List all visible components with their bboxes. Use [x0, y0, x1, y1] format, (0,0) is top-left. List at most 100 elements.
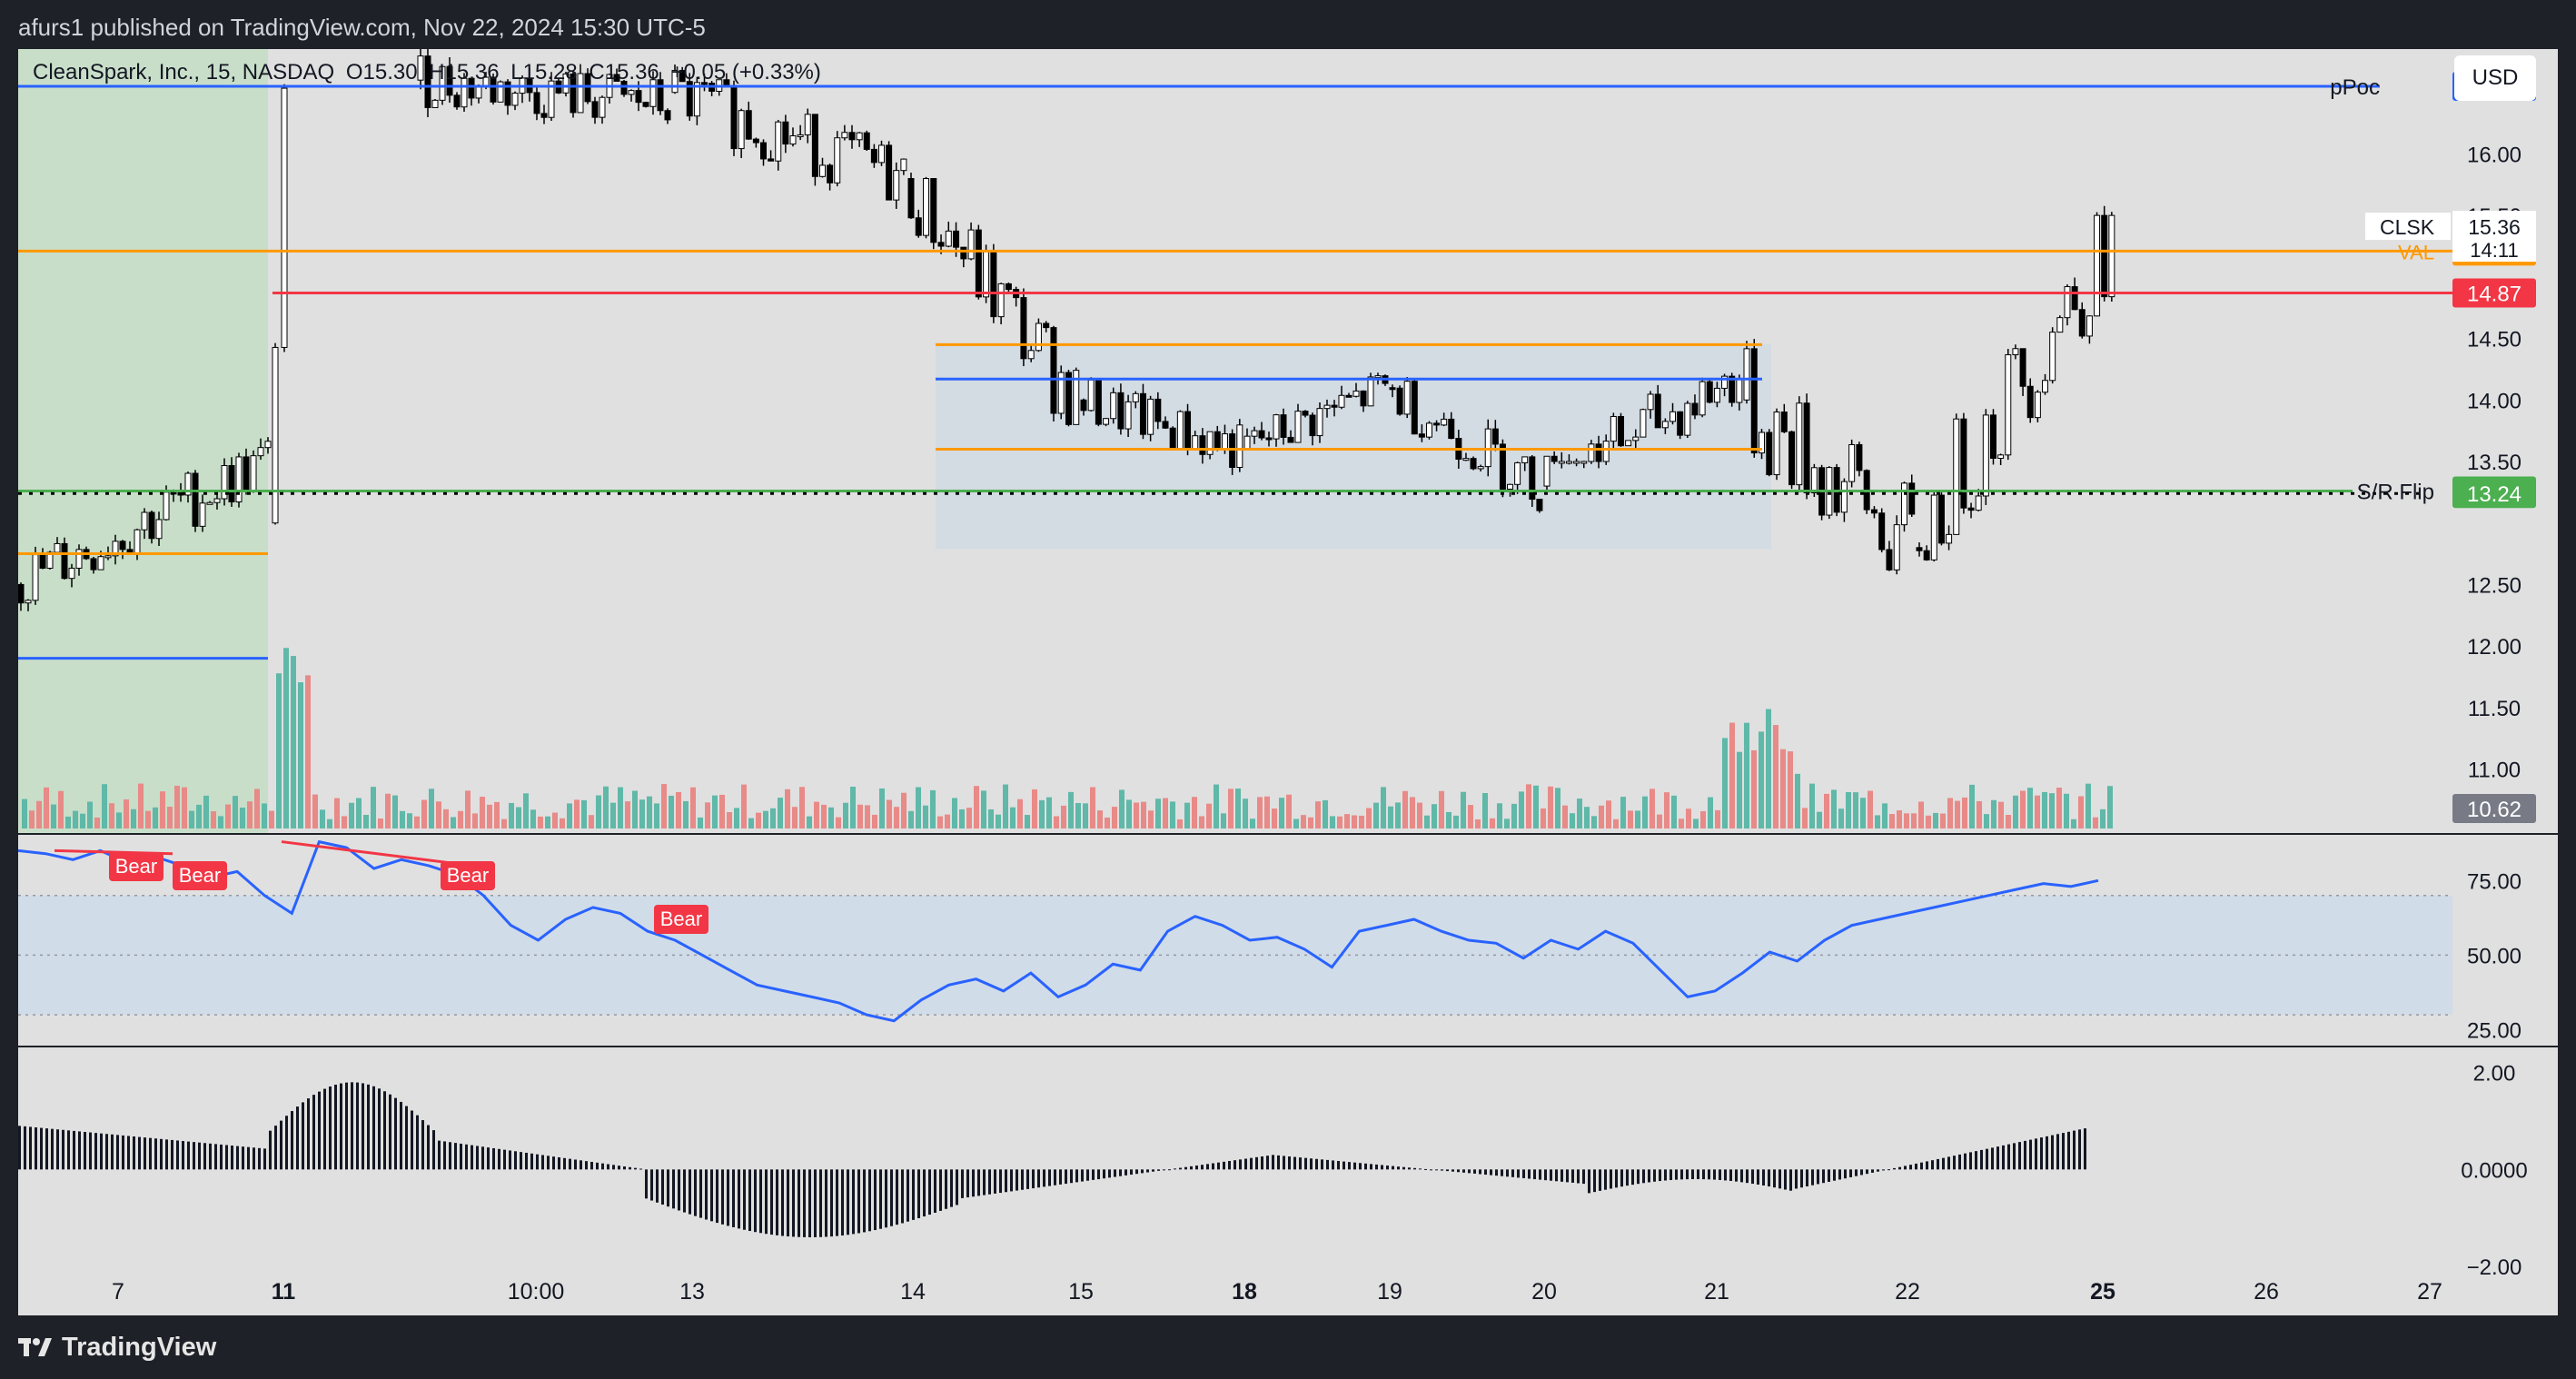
time-axis[interactable]: 7 11 10:00 13 14 15 18 19 20 21 22 25 26 27 [112, 1279, 2442, 1305]
oscillator-pane[interactable]: 2.00 0.0000 −2.00 [18, 1062, 2528, 1280]
histogram-bar [471, 1145, 473, 1170]
histogram-bar [1642, 1169, 1645, 1184]
histogram-bar [1005, 1169, 1007, 1193]
volume-bar [1577, 799, 1582, 828]
candle [856, 132, 863, 141]
histogram-bar [73, 1130, 75, 1170]
volume-bar [298, 682, 303, 828]
volume-bar [843, 802, 848, 828]
histogram-bar [738, 1169, 740, 1229]
candle [679, 70, 686, 83]
histogram-bar [890, 1169, 893, 1226]
volume-bar [1562, 805, 1568, 828]
candle [745, 110, 752, 140]
volume-bar [1003, 784, 1008, 828]
volume-bar [894, 807, 899, 828]
price-pane[interactable]: pPoc VAL S/R Flip [18, 49, 2452, 834]
histogram-bar [1528, 1169, 1531, 1179]
osc-tick: −2.00 [2467, 1255, 2522, 1280]
candle [90, 558, 97, 570]
histogram-bar [1691, 1169, 1694, 1180]
histogram-bar [656, 1169, 659, 1203]
histogram-bar [84, 1132, 86, 1170]
volume-bar [225, 804, 231, 828]
histogram-bar [1838, 1169, 1841, 1180]
histogram-bar [770, 1169, 773, 1235]
histogram-bar [759, 1169, 762, 1234]
volume-bar [73, 810, 78, 828]
candle [1810, 467, 1818, 493]
histogram-bar [351, 1082, 353, 1170]
candle [983, 251, 990, 298]
volume-bar [233, 796, 238, 828]
candle [1132, 392, 1139, 402]
histogram-bar [285, 1116, 288, 1170]
histogram-bar [171, 1139, 173, 1170]
candle [417, 55, 424, 81]
histogram-bar [2062, 1133, 2065, 1170]
histogram-bar [405, 1106, 408, 1170]
candle [599, 96, 606, 118]
volume-bar [748, 818, 754, 828]
histogram-bar [1272, 1155, 1274, 1170]
candle [1551, 455, 1558, 462]
histogram-bar [1468, 1169, 1471, 1174]
histogram-bar [1653, 1169, 1656, 1182]
candle [1345, 394, 1352, 398]
candle [1176, 411, 1184, 450]
histogram-bar [24, 1126, 26, 1170]
legend-close: C15.36 [589, 60, 659, 84]
histogram-bar [999, 1169, 1002, 1194]
candle [834, 137, 841, 184]
volume-bar [705, 802, 710, 828]
histogram-bar [1190, 1166, 1193, 1170]
candle [657, 79, 664, 112]
histogram-bar [1114, 1169, 1116, 1177]
chart-area[interactable]: pPoc VAL S/R Flip 75.00 50.00 25.00 Bear Bear B… [18, 49, 2558, 1315]
candle [1117, 392, 1125, 430]
candle [1908, 482, 1916, 515]
volume-bar [1744, 722, 1749, 828]
rsi-tick: 25.00 [2467, 1019, 2522, 1044]
volume-bar [1788, 751, 1793, 828]
volume-bar [610, 802, 616, 828]
histogram-bar [1958, 1154, 1961, 1170]
candle [1073, 370, 1080, 425]
volume-bar [1693, 818, 1699, 828]
candle [18, 583, 25, 604]
histogram-bar [1206, 1164, 1209, 1170]
histogram-bar [362, 1083, 364, 1170]
candle [163, 491, 170, 521]
volume-bar [1323, 799, 1328, 828]
histogram-bar [1021, 1169, 1024, 1190]
histogram-bar [852, 1169, 855, 1235]
candle [1125, 401, 1132, 430]
histogram-bar [1533, 1169, 1536, 1180]
volume-bar [1541, 808, 1546, 828]
time-tick: 13 [679, 1279, 705, 1305]
rsi-pane[interactable]: 75.00 50.00 25.00 Bear Bear Bear Bear [18, 839, 2522, 1044]
volume-bar [167, 806, 173, 828]
histogram-bar [1037, 1169, 1040, 1188]
candle [2042, 380, 2049, 393]
histogram-bar [645, 1169, 648, 1199]
symbol-tag-box [2365, 213, 2451, 241]
volume-bar [2042, 791, 2047, 828]
volume-bar [1373, 802, 1379, 828]
volume-bar [509, 802, 514, 828]
histogram-bar [1495, 1169, 1498, 1176]
histogram-bar [56, 1129, 59, 1170]
volume-bar [828, 807, 834, 828]
volume-bar [2100, 809, 2105, 828]
histogram-bar [182, 1141, 184, 1170]
volume-bar [908, 810, 914, 828]
candle [1236, 424, 1243, 468]
volume-bar [988, 809, 994, 828]
candle [960, 246, 967, 260]
volume-bar [1257, 797, 1263, 828]
candle [1669, 411, 1677, 422]
histogram-bar [1370, 1164, 1372, 1170]
histogram-bar [345, 1082, 348, 1170]
histogram-bar [1135, 1169, 1138, 1175]
currency-button[interactable]: USD [2454, 55, 2536, 101]
